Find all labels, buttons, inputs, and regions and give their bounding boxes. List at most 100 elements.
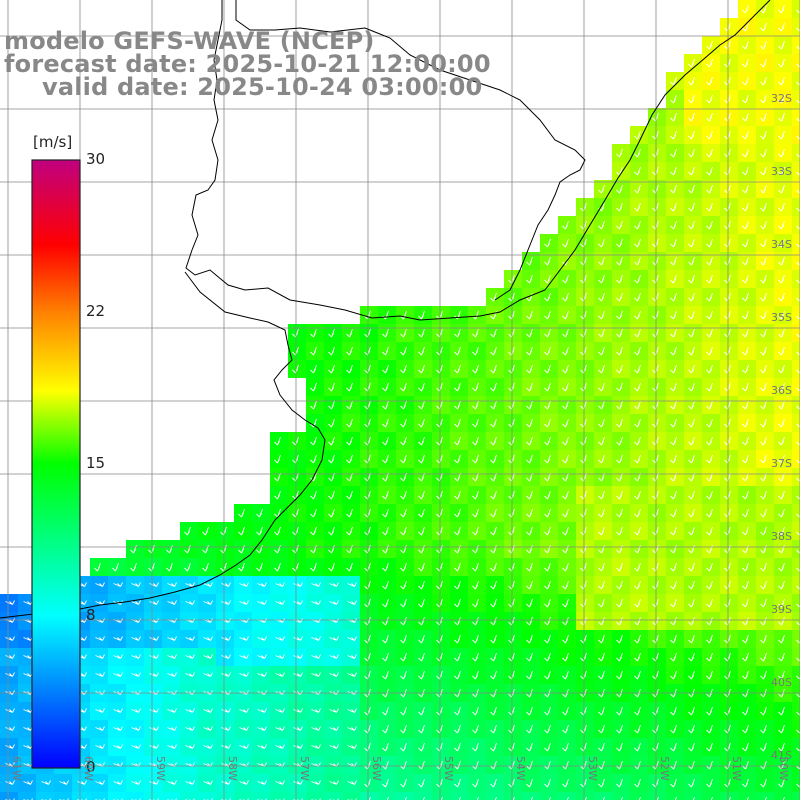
wind-cell bbox=[792, 720, 800, 738]
wind-arrow bbox=[328, 328, 335, 338]
wind-arrow bbox=[562, 346, 569, 356]
wind-arrow bbox=[131, 636, 141, 641]
wind-arrow bbox=[544, 598, 551, 608]
wind-arrow bbox=[113, 780, 123, 785]
wind-arrow bbox=[670, 634, 677, 644]
wind-arrow bbox=[562, 706, 569, 716]
lat-label-35s: 35S bbox=[771, 311, 792, 324]
wind-arrow bbox=[310, 436, 317, 446]
wind-arrow bbox=[616, 166, 623, 176]
wind-arrow bbox=[742, 310, 749, 320]
wind-arrow bbox=[706, 328, 713, 338]
wind-cell bbox=[792, 306, 800, 324]
wind-arrow bbox=[706, 220, 713, 230]
wind-arrow bbox=[256, 526, 263, 536]
wind-arrow bbox=[167, 582, 177, 587]
wind-arrow bbox=[95, 744, 105, 749]
wind-arrow bbox=[670, 400, 677, 410]
wind-arrow bbox=[257, 726, 267, 731]
wind-arrow bbox=[404, 796, 407, 800]
wind-arrow bbox=[257, 672, 267, 677]
wind-cell bbox=[702, 792, 720, 800]
wind-arrow bbox=[706, 292, 713, 302]
wind-cell bbox=[252, 792, 270, 800]
wind-arrow bbox=[275, 582, 285, 587]
wind-arrow bbox=[347, 780, 357, 785]
wind-arrow bbox=[544, 580, 551, 590]
wind-arrow bbox=[418, 706, 425, 716]
wind-cell bbox=[414, 792, 432, 800]
wind-arrow bbox=[778, 148, 785, 158]
wind-arrow bbox=[670, 112, 677, 122]
wind-arrow bbox=[400, 364, 407, 374]
wind-arrow bbox=[598, 418, 605, 428]
wind-arrow bbox=[239, 654, 249, 659]
wind-arrow bbox=[598, 778, 605, 788]
wind-arrow bbox=[526, 490, 533, 500]
wind-arrow bbox=[760, 22, 767, 32]
wind-arrow bbox=[454, 400, 461, 410]
wind-arrow bbox=[670, 346, 677, 356]
wind-arrow bbox=[257, 582, 267, 587]
wind-arrow bbox=[634, 562, 641, 572]
wind-arrow bbox=[386, 796, 389, 800]
wind-arrow bbox=[382, 670, 389, 680]
wind-arrow bbox=[400, 508, 407, 518]
wind-arrow bbox=[760, 292, 767, 302]
wind-arrow bbox=[742, 256, 749, 266]
wind-cell bbox=[792, 540, 800, 558]
wind-arrow bbox=[598, 544, 605, 554]
wind-arrow bbox=[526, 274, 533, 284]
wind-arrow bbox=[634, 436, 641, 446]
wind-arrow bbox=[778, 652, 785, 662]
wind-arrow bbox=[778, 76, 785, 86]
wind-arrow bbox=[670, 526, 677, 536]
wind-arrow bbox=[634, 670, 641, 680]
wind-arrow bbox=[275, 744, 285, 749]
wind-arrow bbox=[670, 76, 677, 86]
wind-arrow bbox=[328, 526, 335, 536]
wind-arrow bbox=[458, 796, 461, 800]
wind-arrow bbox=[706, 652, 713, 662]
wind-arrow bbox=[778, 184, 785, 194]
wind-arrow bbox=[346, 346, 353, 356]
wind-arrow bbox=[454, 418, 461, 428]
wind-arrow bbox=[112, 562, 119, 572]
wind-arrow bbox=[311, 672, 321, 677]
wind-arrow bbox=[562, 562, 569, 572]
wind-arrow bbox=[562, 490, 569, 500]
wind-arrow bbox=[400, 454, 407, 464]
wind-arrow bbox=[562, 382, 569, 392]
wind-arrow bbox=[742, 94, 749, 104]
wind-arrow bbox=[328, 490, 335, 500]
wind-arrow bbox=[275, 798, 285, 800]
wind-arrow bbox=[149, 582, 159, 587]
wind-arrow bbox=[328, 508, 335, 518]
wind-arrow bbox=[634, 166, 641, 176]
wind-arrow bbox=[760, 508, 767, 518]
wind-arrow bbox=[329, 672, 339, 677]
wind-arrow bbox=[221, 654, 231, 659]
wind-arrow bbox=[490, 292, 497, 302]
wind-arrow bbox=[616, 778, 623, 788]
wind-arrow bbox=[760, 346, 767, 356]
colorbar-tick-8: 8 bbox=[86, 606, 96, 624]
wind-arrow bbox=[616, 184, 623, 194]
wind-arrow bbox=[688, 418, 695, 428]
wind-cell bbox=[468, 792, 486, 800]
wind-arrow bbox=[329, 726, 339, 731]
wind-arrow bbox=[544, 742, 551, 752]
wind-arrow bbox=[634, 328, 641, 338]
lon-label-58w: 58W bbox=[226, 756, 239, 781]
wind-arrow bbox=[472, 544, 479, 554]
wind-arrow bbox=[616, 652, 623, 662]
lat-label-40s: 40S bbox=[771, 676, 792, 689]
wind-arrow bbox=[184, 562, 191, 572]
wind-arrow bbox=[706, 634, 713, 644]
lon-label-61w: 61W bbox=[10, 756, 23, 781]
wind-arrow bbox=[760, 706, 767, 716]
wind-arrow bbox=[274, 508, 281, 518]
wind-arrow bbox=[490, 436, 497, 446]
wind-arrow bbox=[670, 256, 677, 266]
